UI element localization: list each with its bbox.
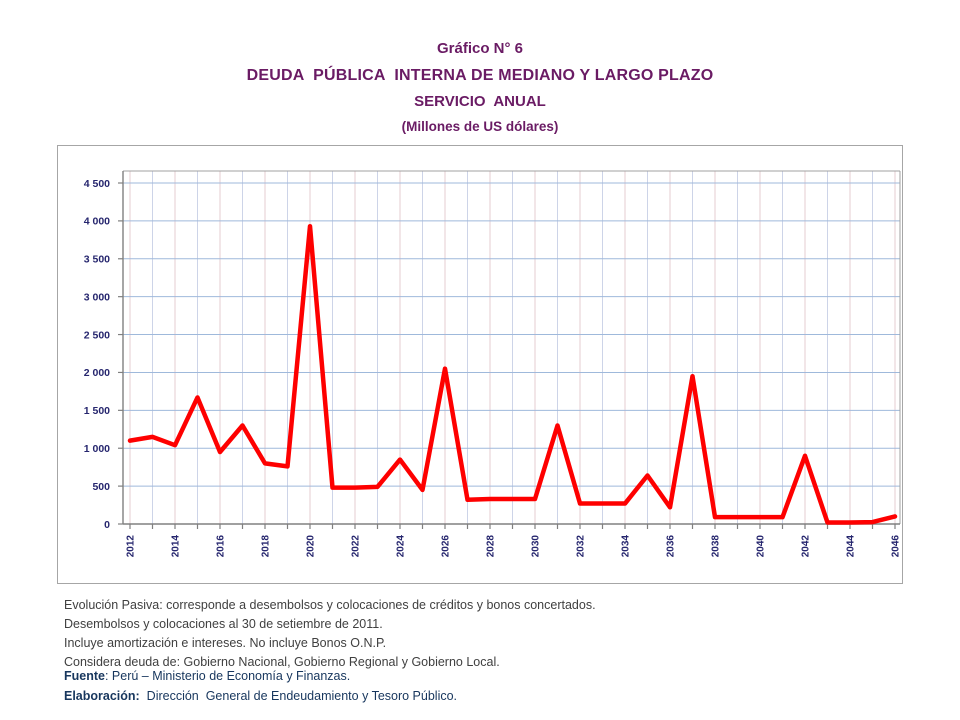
y-tick-label: 500 [92, 481, 110, 493]
x-tick-label: 2026 [441, 535, 452, 558]
x-tick-label: 2022 [351, 535, 362, 558]
x-tick-label: 2012 [126, 535, 137, 558]
x-tick-label: 2032 [576, 535, 587, 558]
footnote-line: Considera deuda de: Gobierno Nacional, G… [64, 655, 500, 669]
source-block: Fuente: Perú – Ministerio de Economía y … [64, 666, 457, 706]
x-tick-label: 2042 [801, 535, 812, 558]
x-tick-label: 2034 [621, 535, 632, 558]
source-text: : Perú – Ministerio de Economía y Finanz… [104, 669, 351, 683]
chart-frame: 0 500 1 000 1 500 2 000 2 500 3 000 3 500 4 000 4… [57, 145, 903, 584]
source-line: Fuente: Perú – Ministerio de Economía y … [64, 666, 457, 686]
y-tick-label: 1 500 [84, 405, 110, 417]
x-tick-label: 2020 [306, 535, 317, 558]
chart-number-title: Gráfico N° 6 [436, 40, 524, 57]
chart-units-label: (Millones de US dólares) [401, 119, 559, 134]
chart-title-block: Gráfico N° 6 DEUDA PÚBLICA INTERNA DE ME… [0, 36, 960, 139]
chart-subtitle: SERVICIO ANUAL [414, 93, 546, 110]
elaboration-text: Dirección General de Endeudamiento y Tes… [139, 689, 458, 703]
elaboration-label: Elaboración: [64, 689, 140, 703]
x-tick-label: 2040 [756, 535, 767, 558]
y-tick-label: 3 000 [84, 291, 110, 303]
x-tick-label: 2046 [891, 535, 902, 558]
y-tick-label: 2 000 [84, 367, 110, 379]
chart-main-title: DEUDA PÚBLICA INTERNA DE MEDIANO Y LARGO… [246, 67, 714, 84]
footnotes-block: Evolución Pasiva: corresponde a desembol… [64, 596, 596, 672]
y-tick-label: 0 [104, 519, 110, 531]
x-tick-label: 2044 [846, 535, 857, 558]
series-line-servicio-anual [127, 223, 898, 525]
x-tick-label: 2030 [531, 535, 542, 558]
x-tick-label: 2018 [261, 535, 272, 558]
x-tick-label: 2014 [171, 535, 182, 558]
footnote-line: Desembolsos y colocaciones al 30 de seti… [64, 617, 383, 631]
y-tick-label: 1 000 [84, 443, 110, 455]
x-tick-label: 2016 [216, 535, 227, 558]
x-tick-label: 2028 [486, 535, 497, 558]
annual-debt-service-line-chart: 0 500 1 000 1 500 2 000 2 500 3 000 3 500 4 000 4… [84, 170, 902, 558]
x-tick-label: 2038 [711, 535, 722, 558]
y-tick-label: 3 500 [84, 254, 110, 266]
x-tick-label: 2024 [396, 535, 407, 558]
y-tick-label: 4 500 [84, 178, 110, 190]
footnote-line: Incluye amortización e intereses. No inc… [64, 636, 387, 650]
source-label: Fuente [64, 669, 105, 683]
footnote-line: Evolución Pasiva: corresponde a desembol… [64, 598, 596, 612]
elaboration-line: Elaboración: Dirección General de Endeud… [64, 686, 457, 706]
y-tick-label: 4 000 [84, 216, 110, 228]
y-tick-label: 2 500 [84, 329, 110, 341]
x-tick-label: 2036 [666, 535, 677, 558]
